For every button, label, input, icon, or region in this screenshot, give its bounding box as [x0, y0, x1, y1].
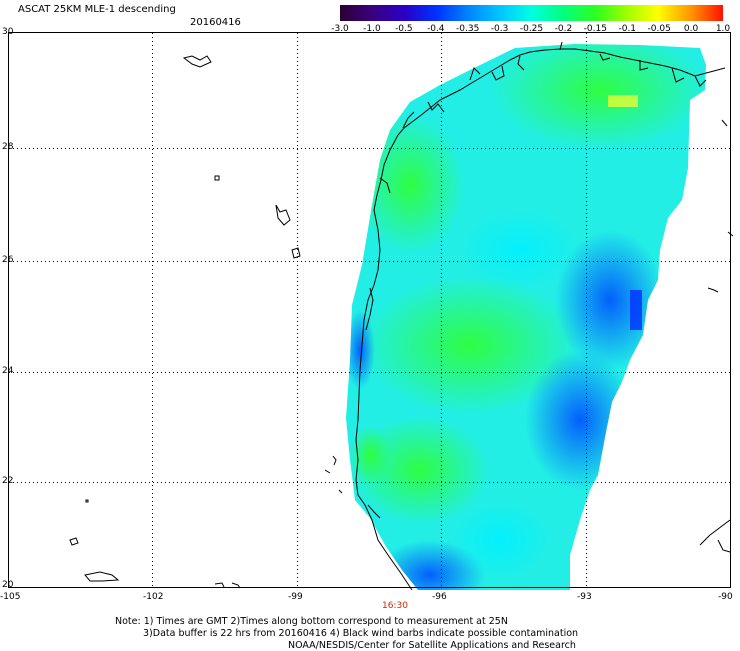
- colorbar-gradient: [340, 5, 723, 21]
- y-tick-28: 28: [2, 142, 14, 152]
- wind-swath: [346, 44, 706, 590]
- plot-frame: [8, 32, 731, 588]
- x-tick-105: -105: [0, 592, 21, 602]
- time-label: 16:30: [382, 601, 408, 611]
- graticule: [9, 33, 730, 587]
- x-tick-99: -99: [288, 592, 303, 602]
- y-tick-24: 24: [2, 366, 14, 376]
- colorbar: [340, 5, 723, 21]
- note-line-3: NOAA/NESDIS/Center for Satellite Applica…: [288, 640, 576, 651]
- x-tick-93: -93: [577, 592, 592, 602]
- x-tick-90: -90: [718, 592, 733, 602]
- product-title: ASCAT 25KM MLE-1 descending: [18, 4, 176, 15]
- colorbar-label: -0.4: [426, 24, 445, 34]
- colorbar-label: -0.25: [519, 24, 544, 34]
- note-line-1: Note: 1) Times are GMT 2)Times along bot…: [115, 616, 508, 627]
- y-tick-30: 30: [2, 27, 14, 37]
- colorbar-label: 1.0: [715, 24, 731, 34]
- colorbar-label: -1.0: [363, 24, 381, 34]
- colorbar-label: -0.1: [618, 24, 637, 34]
- colorbar-label: -3.0: [331, 24, 349, 34]
- colorbar-label: -0.5: [395, 24, 413, 34]
- colorbar-label: -0.3: [490, 24, 509, 34]
- note-line-2: 3)Data buffer is 22 hrs from 20160416 4)…: [143, 628, 579, 639]
- y-tick-22: 22: [2, 476, 14, 486]
- y-tick-26: 26: [2, 255, 14, 265]
- colorbar-label: 0.0: [683, 24, 699, 34]
- product-date: 20160416: [190, 17, 241, 28]
- colorbar-label: -0.2: [554, 24, 573, 34]
- x-tick-96: -96: [432, 592, 447, 602]
- colorbar-label: -0.35: [456, 24, 480, 34]
- coastline: [69, 41, 734, 591]
- y-tick-20: 20: [2, 580, 14, 590]
- colorbar-label: -0.15: [583, 24, 607, 34]
- colorbar-label: -0.05: [647, 24, 671, 34]
- x-tick-102: -102: [143, 592, 164, 602]
